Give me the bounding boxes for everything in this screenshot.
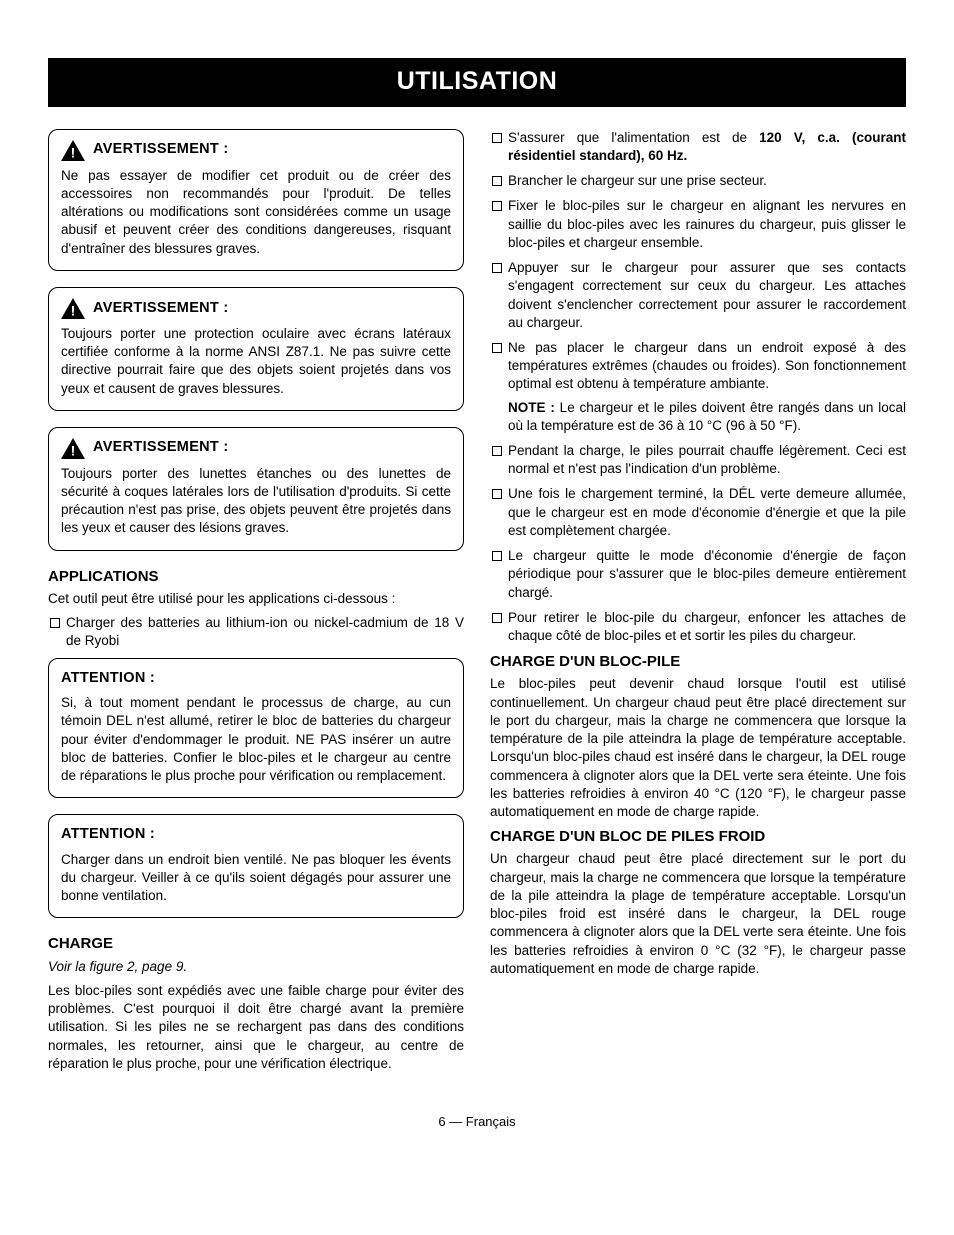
warning-box-3: ! AVERTISSEMENT : Toujours porter des lu… xyxy=(48,427,464,551)
charge-heading: CHARGE xyxy=(48,934,464,954)
warning-body: Ne pas essayer de modifier cet produit o… xyxy=(61,167,451,258)
attention-body: Charger dans un endroit bien ventilé. Ne… xyxy=(61,851,451,906)
hot-pack-body: Le bloc-piles peut devenir chaud lorsque… xyxy=(490,675,906,821)
page-banner: UTILISATION xyxy=(48,58,906,107)
list-item: Charger des batteries au lithium-ion ou … xyxy=(48,614,464,650)
list-item: Le chargeur quitte le mode d'économie d'… xyxy=(490,547,906,602)
note-label: NOTE : xyxy=(508,400,555,415)
list-item: Ne pas placer le chargeur dans un endroi… xyxy=(490,339,906,394)
warning-box-2: ! AVERTISSEMENT : Toujours porter une pr… xyxy=(48,287,464,411)
cold-pack-body: Un chargeur chaud peut être placé direct… xyxy=(490,850,906,978)
right-column: S'assurer que l'alimentation est de 120 … xyxy=(490,129,906,1079)
two-column-layout: ! AVERTISSEMENT : Ne pas essayer de modi… xyxy=(48,129,906,1079)
svg-text:!: ! xyxy=(71,302,76,318)
warning-body: Toujours porter une protection oculaire … xyxy=(61,325,451,398)
list-item: Appuyer sur le chargeur pour assurer que… xyxy=(490,259,906,332)
warning-triangle-icon: ! xyxy=(61,298,85,319)
list-item: Brancher le chargeur sur une prise secte… xyxy=(490,172,906,190)
svg-text:!: ! xyxy=(71,442,76,458)
figure-reference: Voir la figure 2, page 9. xyxy=(48,958,464,976)
warning-title: AVERTISSEMENT : xyxy=(93,438,229,458)
applications-list: Charger des batteries au lithium-ion ou … xyxy=(48,614,464,650)
attention-title: ATTENTION : xyxy=(61,669,155,689)
warning-triangle-icon: ! xyxy=(61,438,85,459)
attention-body: Si, à tout moment pendant le processus d… xyxy=(61,694,451,785)
text: S'assurer que l'alimentation est de xyxy=(508,130,759,145)
list-item: Fixer le bloc-piles sur le chargeur en a… xyxy=(490,197,906,252)
charge-intro: Les bloc-piles sont expédiés avec une fa… xyxy=(48,982,464,1073)
attention-box-2: ATTENTION : Charger dans un endroit bien… xyxy=(48,814,464,918)
applications-intro: Cet outil peut être utilisé pour les app… xyxy=(48,590,464,608)
cold-pack-heading: CHARGE D'UN BLOC DE PILES FROID xyxy=(490,827,906,847)
hot-pack-heading: CHARGE D'UN BLOC-PILE xyxy=(490,652,906,672)
left-column: ! AVERTISSEMENT : Ne pas essayer de modi… xyxy=(48,129,464,1079)
warning-title: AVERTISSEMENT : xyxy=(93,299,229,319)
charge-steps-list: S'assurer que l'alimentation est de 120 … xyxy=(490,129,906,394)
attention-title: ATTENTION : xyxy=(61,825,155,845)
page-footer: 6 — Français xyxy=(48,1113,906,1131)
note-line: NOTE : Le chargeur et le piles doivent ê… xyxy=(490,399,906,435)
charge-steps-list-cont: Pendant la charge, le piles pourrait cha… xyxy=(490,442,906,645)
list-item: Une fois le chargement terminé, la DÉL v… xyxy=(490,485,906,540)
warning-title: AVERTISSEMENT : xyxy=(93,140,229,160)
attention-box-1: ATTENTION : Si, à tout moment pendant le… xyxy=(48,658,464,799)
note-body: Le chargeur et le piles doivent être ran… xyxy=(508,400,906,433)
warning-box-1: ! AVERTISSEMENT : Ne pas essayer de modi… xyxy=(48,129,464,271)
applications-heading: APPLICATIONS xyxy=(48,567,464,587)
svg-text:!: ! xyxy=(71,144,76,160)
warning-body: Toujours porter des lunettes étanches ou… xyxy=(61,465,451,538)
list-item: S'assurer que l'alimentation est de 120 … xyxy=(490,129,906,165)
list-item: Pendant la charge, le piles pourrait cha… xyxy=(490,442,906,478)
list-item: Pour retirer le bloc-pile du chargeur, e… xyxy=(490,609,906,645)
warning-triangle-icon: ! xyxy=(61,140,85,161)
